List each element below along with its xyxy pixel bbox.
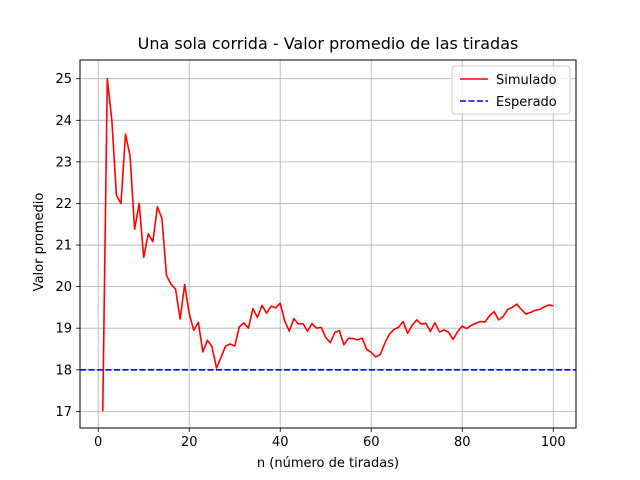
x-tick-label: 40 [272,435,289,450]
y-tick-label: 22 [55,197,72,212]
x-tick-label: 60 [363,435,380,450]
y-tick-label: 25 [55,72,72,87]
legend-box [451,65,571,115]
y-tick-label: 17 [55,405,72,420]
x-axis-label: n (número de tiradas) [257,456,399,471]
grid [80,60,576,428]
legend: Simulado Esperado [451,65,571,115]
legend-label: Esperado [496,95,557,110]
x-tick-label: 80 [454,435,471,450]
y-tick-label: 18 [55,363,72,378]
y-axis-label: Valor promedio [32,193,47,292]
y-tick-label: 19 [55,322,72,337]
series-layer [80,77,576,412]
series-line-simulado [101,77,554,412]
y-tick-label: 20 [55,280,72,295]
x-tick-label: 0 [94,435,102,450]
x-tick-label: 100 [541,435,566,450]
x-ticks: 0 20 40 60 80 100 [94,428,566,450]
y-tick-label: 24 [55,114,72,129]
plot-frame [79,59,577,429]
x-tick-label: 20 [181,435,198,450]
y-tick-label: 23 [55,155,72,170]
chart-title: Una sola corrida - Valor promedio de las… [138,34,519,53]
y-tick-label: 21 [55,239,72,254]
legend-label: Simulado [496,73,557,88]
y-ticks: 17 18 19 20 21 22 23 24 25 [55,72,80,420]
